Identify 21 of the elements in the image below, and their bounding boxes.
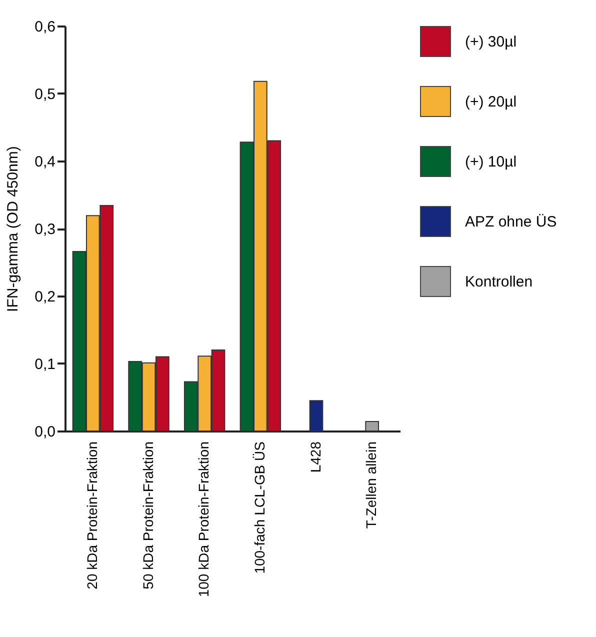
y-axis-title: IFN-gamma (OD 450nm) — [4, 146, 22, 312]
y-tick-label: 0,2 — [34, 288, 56, 306]
x-tick-label: 20 kDa Protein-Fraktion — [84, 442, 100, 590]
y-tick-label: 0,3 — [34, 221, 56, 238]
x-tick-label: L428 — [307, 441, 324, 473]
x-tick-label: T-Zellen allein — [363, 442, 380, 529]
legend-label: (+) 30µl — [465, 34, 517, 50]
y-tick-label: 0,4 — [34, 154, 56, 170]
y-tick-label: 0,0 — [34, 424, 56, 440]
legend-label: Kontrollen — [465, 274, 533, 290]
legend-label: (+) 10µl — [465, 154, 517, 170]
legend-label: (+) 20µl — [465, 94, 517, 110]
y-tick-label: 0,6 — [34, 18, 56, 36]
bar — [309, 400, 324, 432]
y-tick-label: 0,5 — [34, 86, 56, 103]
bar — [365, 421, 380, 432]
y-tick-label: 0,1 — [34, 356, 56, 373]
x-tick-label: 100 kDa Protein-Fraktion — [196, 442, 212, 598]
legend-label: APZ ohne ÜS — [465, 214, 557, 230]
x-tick-label: 50 kDa Protein-Fraktion — [140, 442, 156, 590]
x-tick-label: 100-fach LCL-GB ÜS — [251, 442, 268, 574]
